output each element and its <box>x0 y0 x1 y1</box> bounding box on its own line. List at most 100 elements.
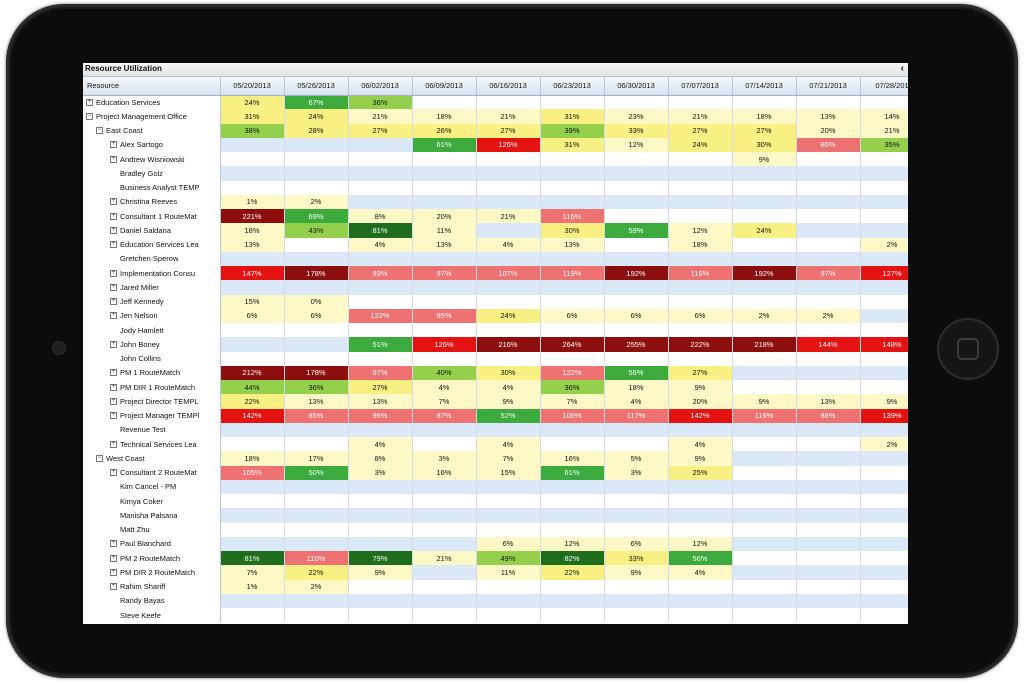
utilization-cell[interactable] <box>732 294 797 309</box>
utilization-cell[interactable] <box>540 194 605 209</box>
utilization-cell[interactable]: 61% <box>540 465 605 480</box>
utilization-cell[interactable] <box>540 494 605 509</box>
utilization-cell[interactable]: 216% <box>476 337 541 352</box>
utilization-cell[interactable] <box>604 209 669 224</box>
utilization-cell[interactable] <box>860 152 908 167</box>
utilization-cell[interactable]: 122% <box>540 365 605 380</box>
utilization-cell[interactable] <box>796 323 861 338</box>
utilization-cell[interactable] <box>732 380 797 395</box>
utilization-cell[interactable] <box>860 308 908 323</box>
utilization-cell[interactable]: 30% <box>476 365 541 380</box>
utilization-cell[interactable]: 27% <box>348 123 413 138</box>
utilization-cell[interactable]: 24% <box>220 95 285 110</box>
date-column-header[interactable]: 06/02/2013 <box>348 77 413 96</box>
utilization-cell[interactable] <box>284 251 349 266</box>
table-row[interactable]: + Education Services Lea 13% 4% 13% 4% 13% 18% 2… <box>83 237 908 252</box>
utilization-cell[interactable] <box>540 180 605 195</box>
utilization-cell[interactable] <box>732 593 797 608</box>
utilization-cell[interactable] <box>796 536 861 551</box>
utilization-cell[interactable] <box>540 294 605 309</box>
utilization-cell[interactable]: 126% <box>412 337 477 352</box>
table-row[interactable]: Business Analyst TEMP <box>83 180 908 195</box>
table-row[interactable]: + PM DIR 1 RouteMatch 44% 36% 27% 4% 4% 36% 18% 9… <box>83 380 908 395</box>
utilization-cell[interactable]: 27% <box>348 380 413 395</box>
utilization-cell[interactable]: 13% <box>412 237 477 252</box>
utilization-cell[interactable] <box>220 593 285 608</box>
utilization-cell[interactable] <box>476 579 541 594</box>
utilization-cell[interactable] <box>668 494 733 509</box>
utilization-cell[interactable] <box>284 166 349 181</box>
utilization-cell[interactable]: 9% <box>604 565 669 580</box>
resource-cell[interactable]: + Christina Reeves <box>83 194 221 209</box>
utilization-cell[interactable] <box>412 194 477 209</box>
utilization-cell[interactable]: 24% <box>284 109 349 124</box>
utilization-cell[interactable] <box>732 451 797 466</box>
expand-icon[interactable]: + <box>110 283 117 291</box>
utilization-cell[interactable]: 106% <box>540 408 605 423</box>
utilization-cell[interactable]: 4% <box>348 237 413 252</box>
utilization-cell[interactable]: 2% <box>284 194 349 209</box>
utilization-cell[interactable]: 25% <box>668 465 733 480</box>
utilization-cell[interactable] <box>348 180 413 195</box>
resource-cell[interactable]: + Consultant 1 RouteMat <box>83 209 221 224</box>
utilization-cell[interactable] <box>732 365 797 380</box>
utilization-cell[interactable] <box>284 522 349 537</box>
utilization-cell[interactable]: 13% <box>348 394 413 409</box>
utilization-cell[interactable] <box>540 280 605 295</box>
utilization-cell[interactable] <box>860 194 908 209</box>
utilization-cell[interactable] <box>412 479 477 494</box>
utilization-cell[interactable]: 117% <box>604 408 669 423</box>
expand-icon[interactable]: + <box>110 383 117 391</box>
utilization-cell[interactable] <box>540 508 605 523</box>
utilization-cell[interactable] <box>732 422 797 437</box>
utilization-cell[interactable]: 31% <box>540 109 605 124</box>
utilization-cell[interactable]: 2% <box>284 579 349 594</box>
utilization-cell[interactable] <box>348 323 413 338</box>
expand-icon[interactable]: + <box>110 241 117 249</box>
utilization-cell[interactable] <box>604 194 669 209</box>
utilization-cell[interactable]: 86% <box>796 408 861 423</box>
utilization-cell[interactable] <box>668 251 733 266</box>
utilization-cell[interactable]: 18% <box>220 223 285 238</box>
utilization-cell[interactable]: 82% <box>540 551 605 566</box>
utilization-cell[interactable]: 6% <box>668 308 733 323</box>
utilization-cell[interactable]: 221% <box>220 209 285 224</box>
utilization-cell[interactable] <box>860 536 908 551</box>
utilization-cell[interactable]: 9% <box>732 152 797 167</box>
utilization-cell[interactable] <box>668 95 733 110</box>
utilization-cell[interactable] <box>860 351 908 366</box>
utilization-cell[interactable]: 24% <box>476 308 541 323</box>
utilization-cell[interactable] <box>476 522 541 537</box>
utilization-cell[interactable] <box>220 479 285 494</box>
utilization-cell[interactable] <box>860 522 908 537</box>
utilization-cell[interactable]: 18% <box>668 237 733 252</box>
utilization-cell[interactable]: 1% <box>220 194 285 209</box>
utilization-cell[interactable] <box>796 294 861 309</box>
utilization-cell[interactable]: 4% <box>668 565 733 580</box>
utilization-cell[interactable]: 38% <box>220 123 285 138</box>
utilization-cell[interactable] <box>732 508 797 523</box>
utilization-cell[interactable]: 3% <box>348 465 413 480</box>
expand-icon[interactable]: + <box>110 212 117 220</box>
utilization-cell[interactable]: 43% <box>284 223 349 238</box>
utilization-cell[interactable]: 9% <box>668 380 733 395</box>
utilization-cell[interactable]: 16% <box>412 465 477 480</box>
utilization-cell[interactable]: 16% <box>540 451 605 466</box>
table-row[interactable]: + Andrew Wisniowski 9% <box>83 152 908 167</box>
date-column-header[interactable]: 05/20/2013 <box>220 77 285 96</box>
date-column-header[interactable]: 06/09/2013 <box>412 77 477 96</box>
utilization-cell[interactable]: 107% <box>476 266 541 281</box>
resource-cell[interactable]: + Rahim Shariff <box>83 579 221 594</box>
utilization-cell[interactable] <box>668 166 733 181</box>
utilization-cell[interactable] <box>860 294 908 309</box>
resource-cell[interactable]: + Jared Miller <box>83 280 221 295</box>
utilization-cell[interactable] <box>668 579 733 594</box>
utilization-cell[interactable]: 6% <box>476 536 541 551</box>
expand-icon[interactable]: + <box>110 198 117 206</box>
utilization-cell[interactable] <box>540 95 605 110</box>
resource-cell[interactable]: John Collins <box>83 351 221 366</box>
utilization-cell[interactable] <box>796 494 861 509</box>
utilization-cell[interactable]: 8% <box>348 209 413 224</box>
utilization-cell[interactable]: 2% <box>860 237 908 252</box>
utilization-cell[interactable]: 27% <box>732 123 797 138</box>
